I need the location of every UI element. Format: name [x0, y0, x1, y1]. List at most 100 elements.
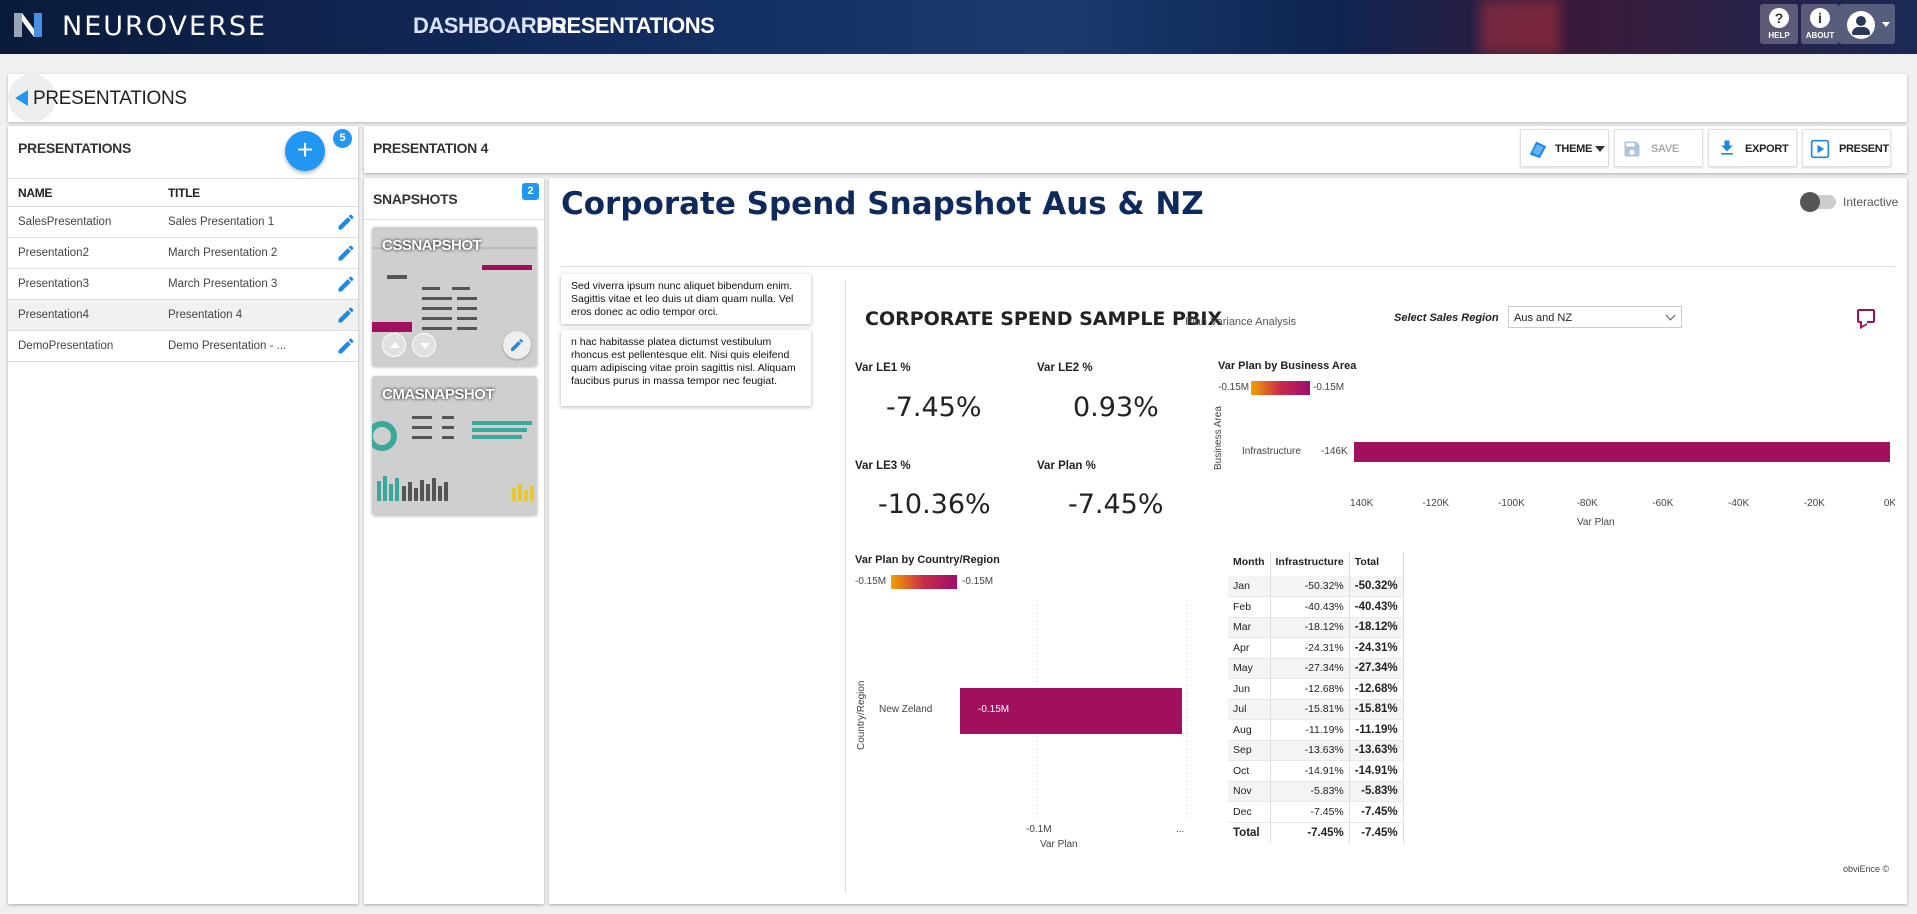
about-label: ABOUT — [1805, 31, 1835, 40]
infrastructure-cell: -13.63% — [1270, 740, 1350, 761]
move-down-button[interactable] — [412, 333, 436, 357]
nav-dashboards[interactable]: DASHBOARDS — [413, 13, 566, 38]
slide-title: Corporate Spend Snapshot Aus & NZ — [561, 186, 1204, 222]
presentations-count-badge: 5 — [333, 129, 352, 148]
infrastructure-cell: -11.19% — [1270, 719, 1350, 741]
back-button[interactable] — [8, 74, 56, 122]
total-value-cell: -7.45% — [1270, 822, 1350, 843]
table-row[interactable]: Jun -12.68% -12.68% — [1228, 678, 1404, 700]
snapshot-label: CSSNAPSHOT — [382, 237, 482, 254]
total-cell: -40.43% — [1349, 596, 1404, 618]
edit-pencil-icon[interactable] — [336, 243, 356, 263]
edit-pencil-icon[interactable] — [336, 305, 356, 325]
month-cell: Oct — [1228, 760, 1271, 782]
total-value-cell: -7.45% — [1349, 822, 1404, 843]
business-area-bar-chart[interactable]: -140K -120K -100K -80K -60K -40K -20K 0K — [1350, 438, 1895, 508]
interactive-toggle[interactable] — [1800, 192, 1836, 212]
edit-pencil-icon[interactable] — [336, 274, 356, 294]
table-row[interactable]: Aug -11.19% -11.19% — [1228, 719, 1404, 741]
table-row[interactable]: Presentation2 March Presentation 2 — [8, 238, 358, 269]
bar[interactable] — [1354, 442, 1890, 462]
total-cell: -11.19% — [1349, 719, 1404, 741]
table-row[interactable]: Nov -5.83% -5.83% — [1228, 781, 1404, 802]
region-select-value: Aus and NZ — [1514, 312, 1573, 324]
snapshot-thumbnail[interactable]: CSSNAPSHOT — [372, 227, 537, 366]
region-select-dropdown[interactable]: Aus and NZ — [1508, 306, 1682, 328]
month-cell: Jan — [1228, 576, 1271, 597]
total-cell: -14.91% — [1349, 760, 1404, 782]
nav-presentations[interactable]: PRESENTATIONS — [537, 13, 715, 38]
table-row-selected[interactable]: Presentation4 Presentation 4 — [8, 300, 358, 331]
kpi-label: Var LE2 % — [1037, 362, 1093, 374]
infrastructure-cell: -15.81% — [1270, 699, 1350, 720]
kpi-label: Var Plan % — [1037, 460, 1096, 472]
total-cell: -12.68% — [1349, 678, 1404, 700]
download-icon — [1721, 140, 1733, 155]
caret-down-icon — [1882, 22, 1890, 27]
x-tick-label: -0.1M — [1026, 824, 1052, 835]
save-disk-icon — [1624, 141, 1640, 157]
export-button[interactable]: EXPORT — [1708, 129, 1797, 167]
app-header: NEUROVERSE DASHBOARDS PRESENTATIONS ? HE… — [0, 0, 1917, 54]
dropdown-arrow-icon — [1595, 146, 1605, 152]
present-button[interactable]: PRESENT — [1802, 129, 1891, 167]
legend-max-label: -0.15M — [962, 576, 994, 587]
help-button[interactable]: ? HELP — [1760, 4, 1798, 44]
total-cell: -27.34% — [1349, 658, 1404, 679]
row-name: DemoPresentation — [18, 340, 114, 352]
table-row[interactable]: Jan -50.32% -50.32% — [1228, 576, 1404, 597]
infrastructure-cell: -27.34% — [1270, 658, 1350, 679]
save-button[interactable]: SAVE — [1614, 129, 1703, 167]
table-row[interactable]: Oct -14.91% -14.91% — [1228, 760, 1404, 782]
country-region-bar-chart[interactable] — [960, 600, 1190, 825]
table-row[interactable]: Sep -13.63% -13.63% — [1228, 740, 1404, 761]
month-cell: May — [1228, 658, 1271, 679]
table-row[interactable]: Feb -40.43% -40.43% — [1228, 596, 1404, 618]
month-cell: Feb — [1228, 596, 1271, 618]
theme-button[interactable]: THEME — [1520, 129, 1609, 167]
slide-title-divider — [561, 266, 1895, 267]
x-tick-label: -120K — [1422, 498, 1449, 508]
add-presentation-button[interactable]: + — [285, 131, 325, 171]
data-label: -0.15M — [978, 704, 1010, 715]
column-header-title[interactable]: TITLE — [168, 186, 200, 200]
table-row[interactable]: SalesPresentation Sales Presentation 1 — [8, 207, 358, 238]
chart-title: Var Plan by Business Area — [1218, 360, 1357, 372]
legend-min-label: -0.15M — [1218, 382, 1250, 393]
edit-pencil-icon[interactable] — [336, 212, 356, 232]
row-name: Presentation4 — [18, 309, 89, 321]
category-label: New Zeland — [879, 704, 933, 715]
table-row[interactable]: Mar -18.12% -18.12% — [1228, 617, 1404, 638]
column-header-infrastructure[interactable]: Infrastructure — [1270, 552, 1350, 576]
snapshots-panel-title: SNAPSHOTS — [373, 191, 458, 207]
user-menu-button[interactable] — [1839, 4, 1895, 44]
interactive-toggle-label: Interactive — [1843, 195, 1899, 209]
column-header-name[interactable]: NAME — [18, 186, 53, 200]
table-row[interactable]: Apr -24.31% -24.31% — [1228, 637, 1404, 659]
embedded-report[interactable] — [845, 280, 1895, 893]
snapshot-thumbnail[interactable]: CMASNAPSHOT — [372, 376, 537, 515]
table-total-row[interactable]: Total -7.45% -7.45% — [1228, 822, 1404, 843]
table-row[interactable]: DemoPresentation Demo Presentation - ... — [8, 331, 358, 362]
theme-label: THEME — [1555, 143, 1593, 155]
edit-snapshot-button[interactable] — [503, 331, 531, 359]
column-header-total[interactable]: Total — [1349, 552, 1404, 576]
comment-icon[interactable] — [1857, 309, 1875, 323]
month-variance-table[interactable]: Month Infrastructure Total Jan -50.32% -50… — [1228, 552, 1404, 843]
column-header-month[interactable]: Month — [1228, 552, 1271, 576]
move-up-button[interactable] — [382, 333, 406, 357]
edit-pencil-icon[interactable] — [336, 336, 356, 356]
table-row[interactable]: Presentation3 March Presentation 3 — [8, 269, 358, 300]
region-selector-label: Select Sales Region — [1394, 312, 1499, 324]
bar[interactable] — [960, 688, 1182, 734]
table-row[interactable]: Jul -15.81% -15.81% — [1228, 699, 1404, 720]
x-tick-label: -40K — [1728, 498, 1749, 508]
text-note[interactable]: Sed viverra ipsum nunc aliquet bibendum … — [561, 274, 811, 324]
table-row[interactable]: May -27.34% -27.34% — [1228, 658, 1404, 679]
row-title: March Presentation 3 — [168, 278, 278, 290]
row-title: Presentation 4 — [168, 309, 243, 321]
text-note[interactable]: n hac habitasse platea dictumst vestibul… — [561, 330, 811, 406]
table-row[interactable]: Dec -7.45% -7.45% — [1228, 801, 1404, 823]
arrow-down-icon — [420, 343, 430, 349]
about-button[interactable]: i ABOUT — [1801, 4, 1839, 44]
